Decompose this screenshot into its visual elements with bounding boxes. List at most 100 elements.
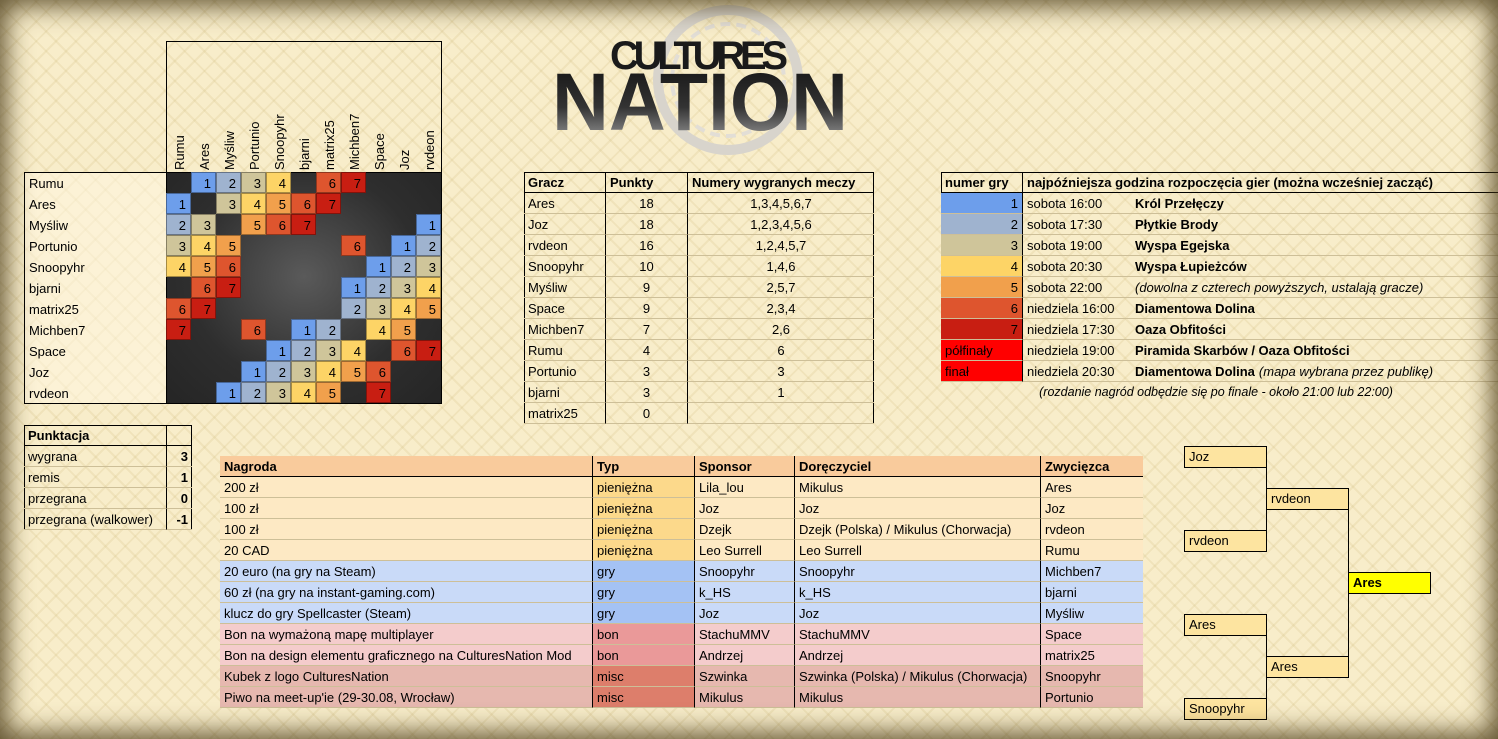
prize-cell: 20 euro (na gry na Steam)	[220, 561, 593, 582]
column-label: Myśliw	[222, 131, 237, 170]
map: Wyspa Łupieżców	[1135, 259, 1247, 274]
match-cell: 6	[166, 298, 191, 319]
map-info: Diamentowa Dolina	[1135, 298, 1255, 318]
time: sobota 16:00	[1027, 196, 1103, 211]
prize-cell: bjarni	[1041, 582, 1143, 603]
match-cell: 5	[416, 298, 441, 319]
wins: 3	[688, 361, 874, 382]
wins: 2,6	[688, 319, 874, 340]
match-cell: 6	[366, 361, 391, 382]
prize-cell: Joz	[695, 498, 795, 519]
match-cell: 1	[166, 193, 191, 214]
schedule-footnote: (rozdanie nagród odbędzie się po finale …	[1039, 385, 1393, 399]
prize-cell: Mikulus	[695, 687, 795, 708]
game-number: 1	[941, 193, 1023, 214]
prize-cell: pieniężna	[593, 519, 695, 540]
game-number: 4	[941, 256, 1023, 277]
outcome: przegrana	[24, 488, 167, 509]
column-label: Michben7	[347, 113, 362, 170]
prize-cell: Dzejk	[695, 519, 795, 540]
points: 16	[606, 235, 688, 256]
wins: 1,2,3,4,5,6	[688, 214, 874, 235]
match-cell: 6	[391, 340, 416, 361]
bracket-slot: Ares	[1184, 614, 1267, 636]
prize-cell: Piwo na meet-up'ie (29-30.08, Wrocław)	[220, 687, 593, 708]
match-cell: 4	[316, 361, 341, 382]
logo-bottom: NATION	[552, 57, 848, 148]
prize-cell: Kubek z logo CulturesNation	[220, 666, 593, 687]
column-header: Doręczyciel	[795, 456, 1041, 477]
player: Space	[524, 298, 606, 319]
map-info: Płytkie Brody	[1135, 214, 1219, 234]
matrix-header: Rumu Ares Myśliw Portunio Snoopyhr bjarni matr…	[166, 41, 442, 173]
game-info: sobota 17:30 Płytkie Brody	[1023, 214, 1498, 235]
prize-cell: StachuMMV	[795, 624, 1041, 645]
prize-cell: klucz do gry Spellcaster (Steam)	[220, 603, 593, 624]
points: 10	[606, 256, 688, 277]
prize-cell: 20 CAD	[220, 540, 593, 561]
map: Płytkie Brody	[1135, 217, 1219, 232]
match-cell: 2	[316, 319, 341, 340]
prize-cell: Myśliw	[1041, 603, 1143, 624]
player: Myśliw	[524, 277, 606, 298]
match-cell: 6	[341, 235, 366, 256]
match-cell: 5	[316, 382, 341, 403]
match-cell: 2	[366, 277, 391, 298]
match-cell: 4	[266, 172, 291, 193]
column-header: Sponsor	[695, 456, 795, 477]
match-cell: 6	[241, 319, 266, 340]
column-header: najpóźniejsza godzina rozpoczęcia gier (…	[1023, 172, 1498, 193]
points: 3	[167, 446, 192, 467]
wins: 1,4,6	[688, 256, 874, 277]
match-cell: 1	[291, 319, 316, 340]
player: rvdeon	[524, 235, 606, 256]
match-cell: 6	[191, 277, 216, 298]
outcome: remis	[24, 467, 167, 488]
prize-cell: Rumu	[1041, 540, 1143, 561]
note: (dowolna z czterech powyższych, ustalają…	[1135, 280, 1424, 295]
match-cell: 2	[216, 172, 241, 193]
match-cell: 4	[291, 382, 316, 403]
column-header: Numery wygranych meczy	[688, 172, 874, 193]
column-label: Joz	[397, 149, 412, 170]
match-cell: 7	[316, 193, 341, 214]
match-cell: 7	[191, 298, 216, 319]
row-label: Myśliw	[29, 218, 68, 233]
match-cell: 5	[191, 256, 216, 277]
time: niedziela 17:30	[1027, 322, 1115, 337]
row-label: Ares	[29, 197, 56, 212]
prize-cell: Portunio	[1041, 687, 1143, 708]
match-cell: 4	[166, 256, 191, 277]
match-cell: 5	[391, 319, 416, 340]
prize-cell: misc	[593, 666, 695, 687]
prize-cell: Snoopyhr	[1041, 666, 1143, 687]
game-number: 5	[941, 277, 1023, 298]
column-label: rvdeon	[422, 130, 437, 170]
prize-cell: Ares	[1041, 477, 1143, 498]
player: Rumu	[524, 340, 606, 361]
bracket-slot: Joz	[1184, 446, 1267, 468]
time: sobota 20:30	[1027, 259, 1103, 274]
prize-cell: Dzejk (Polska) / Mikulus (Chorwacja)	[795, 519, 1041, 540]
points: 0	[606, 403, 688, 424]
prize-cell: 200 zł	[220, 477, 593, 498]
prize-cell: Andrzej	[795, 645, 1041, 666]
match-cell: 1	[416, 214, 441, 235]
time: sobota 19:00	[1027, 238, 1103, 253]
column-label: Rumu	[172, 135, 187, 170]
prize-cell: Snoopyhr	[695, 561, 795, 582]
prize-cell: Mikulus	[795, 477, 1041, 498]
points: 18	[606, 214, 688, 235]
prize-cell: 100 zł	[220, 519, 593, 540]
match-cell: 7	[416, 340, 441, 361]
map-info: Piramida Skarbów / Oaza Obfitości	[1135, 340, 1350, 360]
game-info: niedziela 20:30 Diamentowa Dolina (mapa wy…	[1023, 361, 1498, 382]
outcome: przegrana (walkower)	[24, 509, 167, 530]
column-label: Space	[372, 133, 387, 170]
matrix-row-labels: Rumu Ares Myśliw Portunio Snoopyhr bjarni matr…	[24, 172, 167, 404]
prize-cell: Snoopyhr	[795, 561, 1041, 582]
map-info: Diamentowa Dolina (mapa wybrana przez pub…	[1135, 361, 1433, 381]
game-number: półfinały	[941, 340, 1023, 361]
prize-cell: 60 zł (na gry na instant-gaming.com)	[220, 582, 593, 603]
